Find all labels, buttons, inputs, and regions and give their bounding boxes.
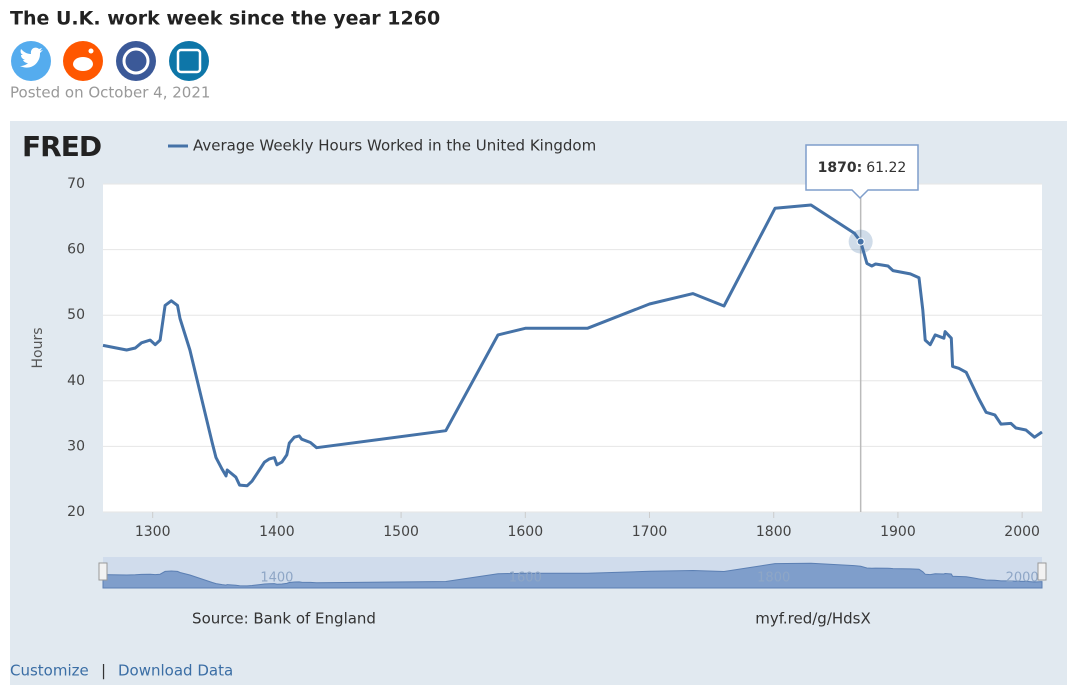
y-tick-label: 20 [67,504,85,520]
y-tick-label: 30 [67,438,85,454]
y-tick-label: 70 [67,176,85,192]
reddit-glyph [88,48,94,54]
tooltip-text: 1870: 61.22 [818,160,907,176]
linkedin-icon[interactable] [169,41,209,81]
navigator-tick-label: 1600 [509,571,542,586]
tooltip-label: 1870: [818,160,863,176]
reddit-glyph [73,57,93,71]
linkedin-glyph [176,48,202,74]
x-tick-label: 1400 [259,524,295,540]
download-link[interactable]: Download Data [118,662,233,680]
y-axis-label: Hours [30,327,46,368]
y-tick-label: 60 [67,242,85,258]
separator: | [101,662,106,680]
x-tick-label: 2000 [1004,524,1040,540]
fred-logo: FRED [22,130,101,163]
short-link[interactable]: myf.red/g/HdsX [755,610,871,628]
post-date: Posted on October 4, 2021 [10,84,210,102]
twitter-glyph [20,47,43,68]
facebook-icon[interactable] [116,41,156,81]
share-icons[interactable] [11,41,209,81]
navigator-tick-label: 1800 [757,571,790,586]
tooltip: 1870: 61.22 [805,144,919,200]
navigator-handle[interactable] [1037,562,1047,581]
facebook-glyph [122,47,150,75]
x-tick-label: 1500 [383,524,419,540]
post-title: The U.K. work week since the year 1260 [10,8,440,30]
x-tick-label: 1600 [507,524,543,540]
navigator-area [102,562,1043,589]
y-tick-label: 40 [67,373,85,389]
tooltip-value: 61.22 [866,160,906,176]
plot-area [103,184,1042,512]
x-tick-label: 1900 [880,524,916,540]
navigator-handle[interactable] [98,562,108,581]
customize-link[interactable]: Customize [10,662,89,680]
series-line [102,203,1043,488]
y-tick-label: 50 [67,307,85,323]
tooltip-box [805,144,919,200]
legend-label: Average Weekly Hours Worked in the Unite… [193,137,596,155]
hover-point [856,237,865,246]
source: Source: Bank of England [192,610,376,628]
x-tick-label: 1800 [756,524,792,540]
navigator-tick-label: 2000 [1006,571,1039,586]
navigator-tick-label: 1400 [260,571,293,586]
x-tick-label: 1300 [135,524,171,540]
x-tick-label: 1700 [632,524,668,540]
